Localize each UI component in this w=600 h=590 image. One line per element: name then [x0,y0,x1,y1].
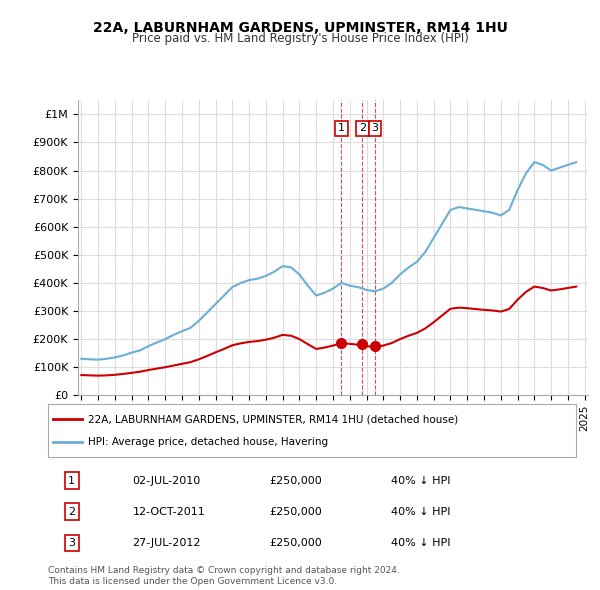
Text: 40% ↓ HPI: 40% ↓ HPI [391,507,451,517]
Text: £250,000: £250,000 [270,476,323,486]
Text: 1: 1 [68,476,75,486]
Text: 2: 2 [68,507,76,517]
Text: 3: 3 [371,123,379,133]
Text: Contains HM Land Registry data © Crown copyright and database right 2024.
This d: Contains HM Land Registry data © Crown c… [48,566,400,586]
Text: 40% ↓ HPI: 40% ↓ HPI [391,538,451,548]
Text: 22A, LABURNHAM GARDENS, UPMINSTER, RM14 1HU (detached house): 22A, LABURNHAM GARDENS, UPMINSTER, RM14 … [88,414,458,424]
Text: Price paid vs. HM Land Registry's House Price Index (HPI): Price paid vs. HM Land Registry's House … [131,32,469,45]
Text: £250,000: £250,000 [270,538,323,548]
Text: 12-OCT-2011: 12-OCT-2011 [133,507,205,517]
Text: 40% ↓ HPI: 40% ↓ HPI [391,476,451,486]
Text: HPI: Average price, detached house, Havering: HPI: Average price, detached house, Have… [88,437,328,447]
Text: 2: 2 [359,123,366,133]
Text: 22A, LABURNHAM GARDENS, UPMINSTER, RM14 1HU: 22A, LABURNHAM GARDENS, UPMINSTER, RM14 … [92,21,508,35]
Text: £250,000: £250,000 [270,507,323,517]
Text: 3: 3 [68,538,75,548]
Text: 27-JUL-2012: 27-JUL-2012 [133,538,201,548]
Text: 1: 1 [338,123,345,133]
Text: 02-JUL-2010: 02-JUL-2010 [133,476,201,486]
